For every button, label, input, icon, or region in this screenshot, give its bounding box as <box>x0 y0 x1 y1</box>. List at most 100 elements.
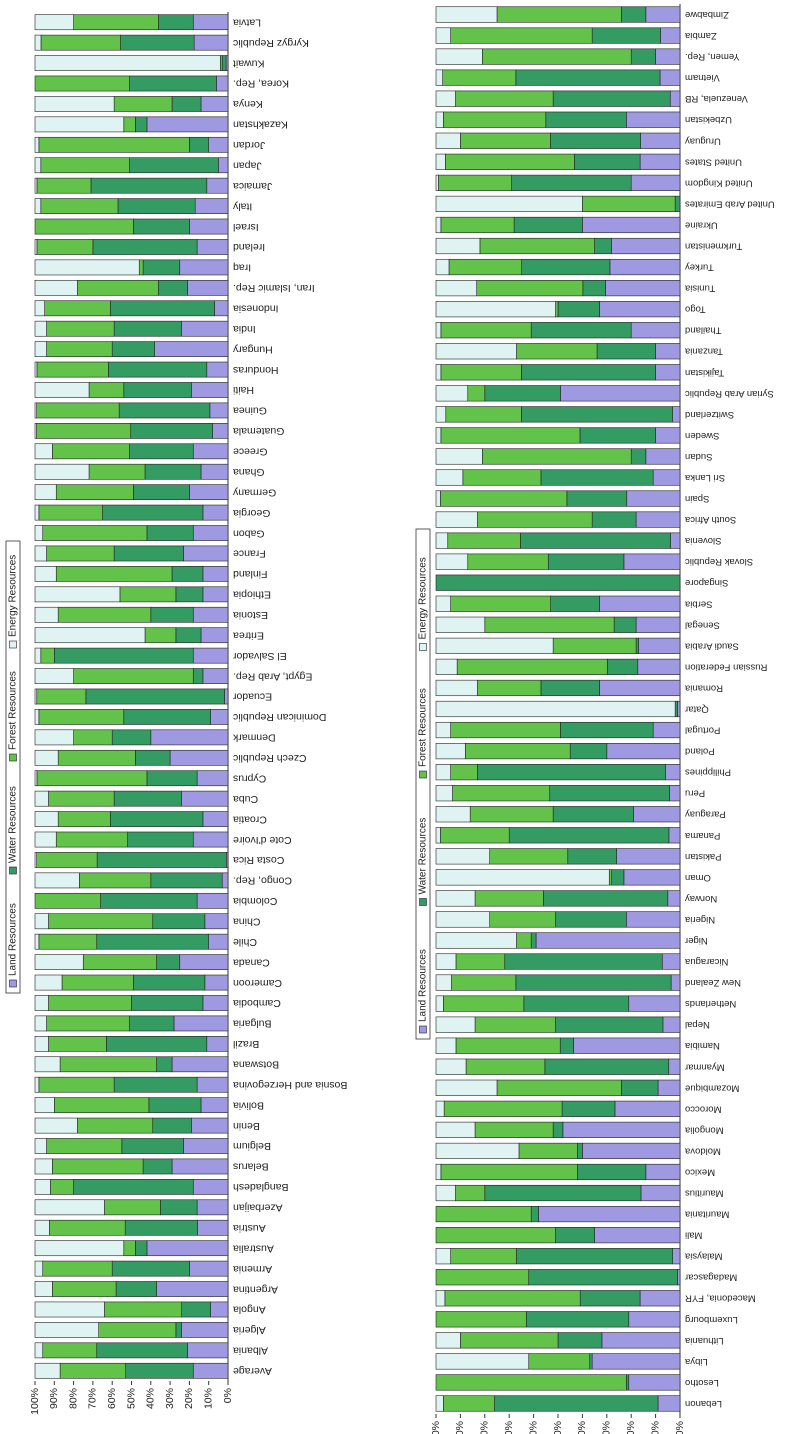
bar-segment-land <box>670 532 681 549</box>
bar-segment-energy <box>34 463 90 480</box>
bar-segment-energy <box>34 1260 44 1277</box>
bar-segment-water <box>121 1138 184 1154</box>
legend: Land Resources Water Resources Forest Reso… <box>5 540 21 994</box>
bar-segment-water <box>100 892 198 909</box>
bar-segment-water <box>53 647 194 664</box>
bar-row <box>435 974 681 991</box>
bar-segment-water <box>569 742 608 760</box>
category-label: Eritrea <box>233 629 264 641</box>
bar-segment-energy <box>435 721 451 739</box>
tick-label: 90% <box>48 1388 60 1409</box>
bar-segment-water <box>150 872 223 889</box>
bar-row <box>435 637 681 654</box>
category-label: Iraq <box>233 262 251 274</box>
legend-swatch-water <box>419 898 427 906</box>
bar-row <box>435 195 681 213</box>
bar-segment-water <box>577 1163 647 1181</box>
bar-segment-land <box>146 1240 229 1257</box>
bar-row <box>435 406 681 423</box>
bar-segment-water <box>96 1342 188 1359</box>
bar-segment-water <box>582 280 606 297</box>
bar-segment-land <box>662 1016 681 1033</box>
bar-segment-forest <box>518 1142 578 1160</box>
bar-segment-energy <box>34 1158 53 1175</box>
bar-segment-energy <box>435 343 517 360</box>
bar-segment-water <box>133 218 190 235</box>
bar-segment-forest <box>38 709 125 725</box>
bar-segment-energy <box>435 111 444 128</box>
bar-segment-water <box>144 463 202 480</box>
bar-segment-energy <box>34 443 53 460</box>
bar-segment-forest <box>489 848 569 865</box>
bar-segment-energy <box>34 627 146 644</box>
category-label: Lesotho <box>685 1377 719 1388</box>
bar-row <box>435 69 681 86</box>
category-label: Sweden <box>685 430 719 441</box>
bar-segment-forest <box>40 34 121 51</box>
bar-segment-forest <box>484 616 615 633</box>
bar-segment-land <box>183 545 229 562</box>
category-label: Haiti <box>233 384 254 396</box>
bar-segment-forest <box>455 953 506 970</box>
bar-segment-energy <box>34 1138 47 1154</box>
category-label: Mongolia <box>684 1124 723 1135</box>
category-label: Lithuania <box>684 1335 723 1346</box>
bar-segment-land <box>202 586 229 603</box>
category-label: United States <box>685 156 742 167</box>
category-label: Slovenia <box>684 535 721 546</box>
bar-row <box>435 595 681 612</box>
bar-segment-land <box>628 1311 681 1328</box>
category-label: Germany <box>232 486 276 498</box>
bar-segment-forest <box>52 1281 117 1297</box>
bar-segment-water <box>606 658 639 675</box>
tick-label: 30% <box>164 1388 176 1409</box>
bar-segment-water <box>559 1037 574 1054</box>
bar-segment-water <box>528 1269 678 1286</box>
category-label: Cyprus <box>233 772 266 784</box>
bar-segment-forest <box>52 1158 144 1175</box>
bar-segment-water <box>171 96 202 112</box>
bar-segment-energy <box>435 532 449 549</box>
bar-segment-energy <box>435 553 469 570</box>
bar-segment-land <box>216 75 229 92</box>
category-label: Tanzania <box>684 346 723 357</box>
category-label: Singapore <box>685 577 728 588</box>
bar-segment-energy <box>435 448 483 465</box>
bar-row <box>34 1362 229 1379</box>
bar-segment-forest <box>555 301 559 318</box>
category-label: Japan <box>233 159 262 171</box>
category-label: Cameroon <box>233 977 282 989</box>
bar-segment-forest <box>464 742 571 760</box>
bar-segment-forest <box>55 484 134 501</box>
bar-segment-water <box>504 953 663 970</box>
bar-segment-forest <box>435 1227 556 1244</box>
bar-segment-energy <box>34 96 115 112</box>
category-label: Australia <box>233 1242 274 1254</box>
chart-panel-1: Average Albania Algeria Angola Argentina Arme… <box>5 12 347 1415</box>
bar-segment-land <box>639 1290 681 1307</box>
bar-segment-energy <box>435 385 469 402</box>
bar-segment-energy <box>34 606 59 623</box>
bar-segment-forest <box>77 279 159 296</box>
bar-segment-forest <box>460 132 551 149</box>
bar-segment-energy <box>435 1058 467 1075</box>
bar-segment-energy <box>435 595 451 612</box>
bar-segment-land <box>635 511 681 528</box>
bar-segment-water <box>96 933 210 950</box>
bar-row <box>435 553 681 570</box>
legend-label: Land Resources <box>8 903 19 976</box>
tick-label: 30% <box>601 1421 613 1434</box>
bar-segment-forest <box>445 406 522 423</box>
bar-segment-forest <box>440 322 532 339</box>
bar-segment-water <box>545 111 627 128</box>
category-label: Uzbekistan <box>685 114 732 125</box>
bar-segment-land <box>171 1158 229 1175</box>
bar-segment-land <box>187 1342 229 1359</box>
tick-label: 40% <box>576 1421 588 1434</box>
bar-segment-land <box>560 385 681 402</box>
bar-segment-land <box>224 688 229 705</box>
bar-segment-water <box>530 1205 539 1223</box>
legend-label: Forest Resources <box>418 688 429 767</box>
bar-segment-forest <box>88 382 125 398</box>
